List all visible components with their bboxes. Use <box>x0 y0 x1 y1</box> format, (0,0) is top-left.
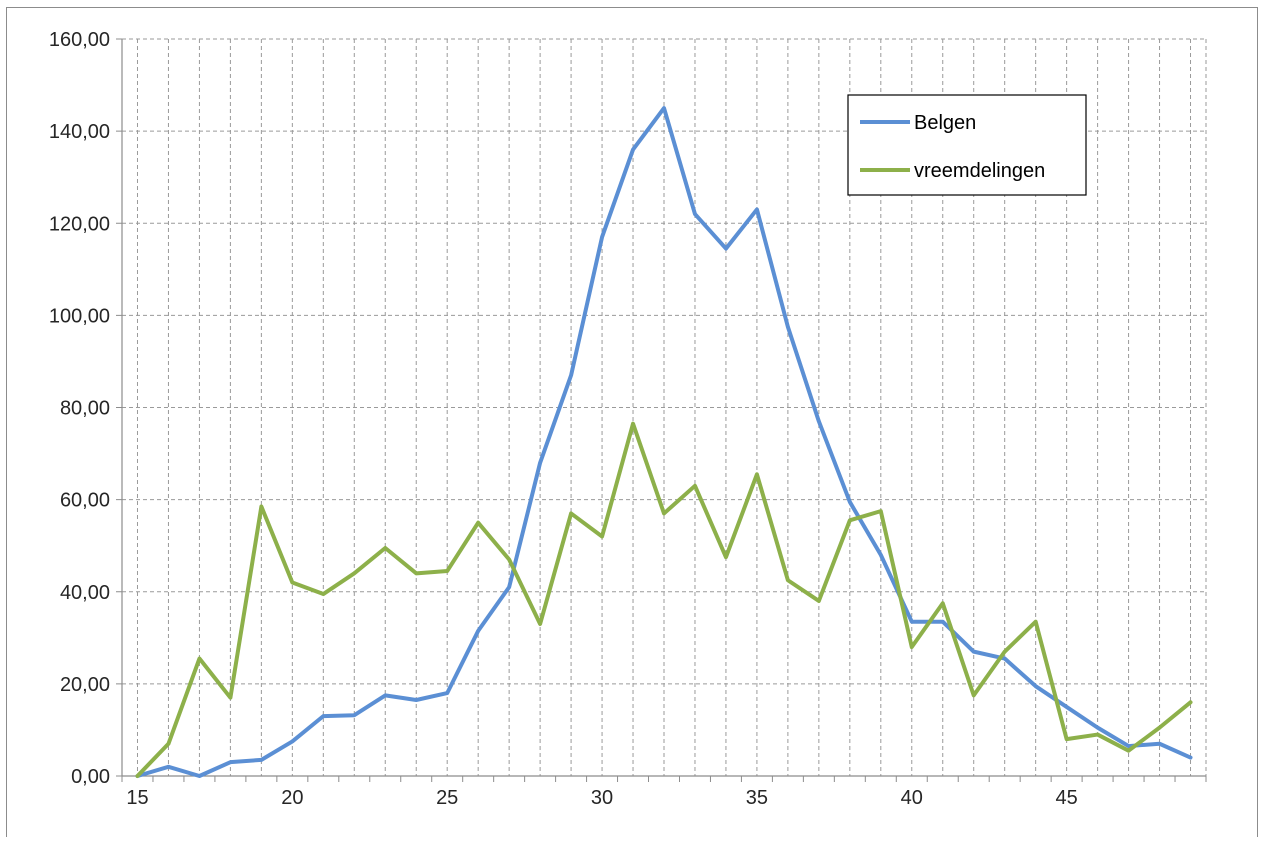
x-tick-label: 30 <box>591 787 613 809</box>
x-tick-label: 45 <box>1056 787 1078 809</box>
chart-frame <box>6 7 1258 837</box>
x-tick-label: 40 <box>901 787 923 809</box>
series-line-belgen <box>135 106 1193 778</box>
y-tick-label: 160,00 <box>49 29 110 51</box>
y-tick-label: 0,00 <box>71 766 110 788</box>
y-tick-label: 140,00 <box>49 121 110 143</box>
legend-label-belgen: Belgen <box>914 112 976 134</box>
y-tick-label: 100,00 <box>49 305 110 327</box>
x-tick-label: 35 <box>746 787 768 809</box>
y-tick-label: 60,00 <box>60 490 110 512</box>
y-tick-label: 20,00 <box>60 674 110 696</box>
y-tick-label: 40,00 <box>60 582 110 604</box>
x-tick-label: 25 <box>436 787 458 809</box>
series-line-vreemdelingen <box>135 421 1193 778</box>
x-tick-label: 15 <box>126 787 148 809</box>
y-tick-label: 120,00 <box>49 213 110 235</box>
y-tick-label: 80,00 <box>60 398 110 420</box>
legend-box <box>847 94 1087 196</box>
x-tick-label: 20 <box>281 787 303 809</box>
legend-label-vreemdelingen: vreemdelingen <box>914 160 1045 182</box>
